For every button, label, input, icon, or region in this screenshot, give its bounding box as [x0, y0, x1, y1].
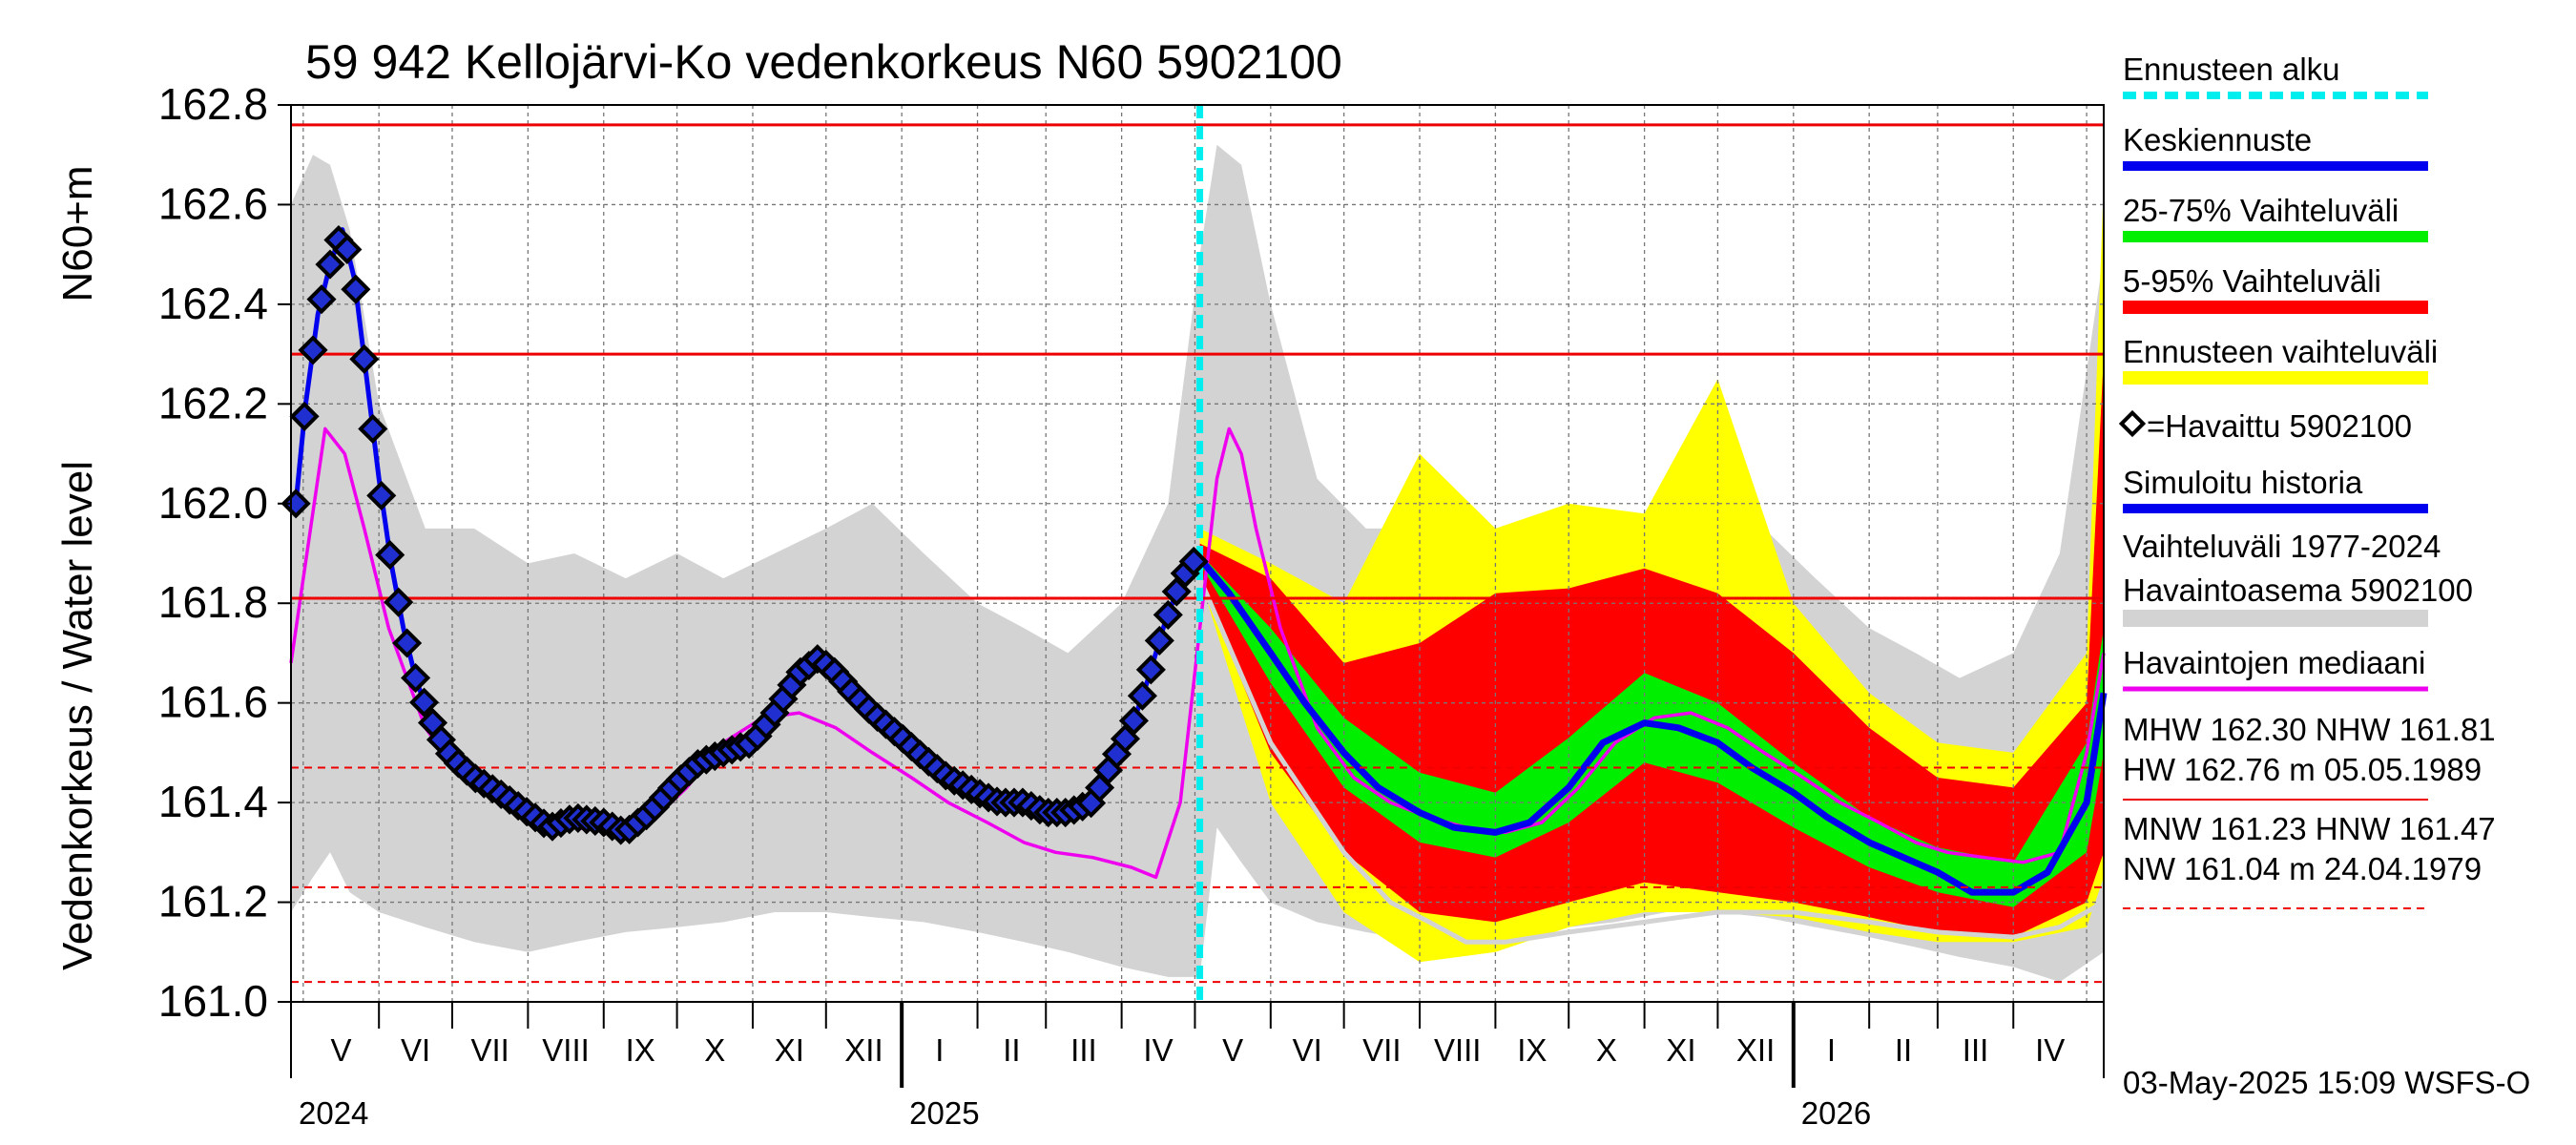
x-month-label: X — [1596, 1032, 1617, 1068]
legend-label: Ennusteen alku — [2123, 52, 2340, 87]
x-month-label: VI — [401, 1032, 430, 1068]
legend-label: 5-95% Vaihteluväli — [2123, 263, 2381, 299]
observed-marker — [1153, 599, 1183, 630]
y-tick-label: 162.8 — [158, 79, 268, 129]
legend-label: Vaihteluväli 1977-2024 — [2123, 529, 2441, 564]
observed-marker — [280, 489, 311, 519]
observed-marker — [1178, 546, 1209, 577]
observed-marker — [1135, 655, 1166, 685]
observed-marker — [1118, 705, 1149, 736]
observed-marker — [358, 413, 388, 445]
y-tick-label: 162.4 — [158, 279, 268, 328]
legend-label: Havaintojen mediaani — [2123, 645, 2425, 680]
chart-title: 59 942 Kellojärvi-Ko vedenkorkeus N60 59… — [305, 35, 1342, 89]
axes-layer: 161.0 161.2 161.4 161.6 161.8 162.0 162.2 162.4… — [158, 79, 2105, 1131]
legend-stats-line: HW 162.76 m 05.05.1989 — [2123, 752, 2482, 787]
observed-marker — [401, 662, 431, 694]
x-month-label: V — [1222, 1032, 1243, 1068]
legend-stats-line: MNW 161.23 HNW 161.47 — [2123, 811, 2496, 846]
y-axis-label: Vedenkorkeus / Water level — [54, 461, 101, 970]
y-tick-label: 162.0 — [158, 478, 268, 528]
x-month-label: VI — [1293, 1032, 1322, 1068]
x-month-label: V — [330, 1032, 351, 1068]
footer-timestamp: 03-May-2025 15:09 WSFS-O — [2123, 1065, 2530, 1100]
x-month-label: III — [1070, 1032, 1097, 1068]
y-tick-label: 162.6 — [158, 178, 268, 228]
observed-marker — [1144, 625, 1174, 656]
x-month-label: XI — [775, 1032, 804, 1068]
observed-marker — [375, 540, 405, 571]
x-year-label: 2025 — [909, 1095, 979, 1131]
x-month-label: IV — [1143, 1032, 1173, 1068]
legend-label: Keskiennuste — [2123, 122, 2312, 157]
y-tick-label: 161.4 — [158, 777, 268, 826]
x-month-label: X — [704, 1032, 725, 1068]
observed-marker — [341, 274, 371, 304]
observed-marker — [1127, 680, 1157, 711]
x-month-label: I — [1827, 1032, 1836, 1068]
observed-marker — [349, 344, 380, 374]
historical-min-trace — [1197, 577, 2106, 945]
observed-marker — [366, 480, 397, 510]
observed-marker — [384, 587, 414, 617]
x-month-label: VII — [1362, 1032, 1401, 1068]
legend-label: 25-75% Vaihteluväli — [2123, 193, 2399, 228]
x-month-label: IX — [1517, 1032, 1547, 1068]
observed-layer — [280, 224, 1209, 845]
x-month-label: XII — [844, 1032, 883, 1068]
y-tick-label: 161.8 — [158, 577, 268, 627]
legend-label: =Havaittu 5902100 — [2147, 408, 2412, 444]
y-axis-unit: N60+m — [54, 165, 101, 302]
observed-marker — [332, 234, 363, 265]
x-year-label: 2024 — [299, 1095, 368, 1131]
observed-marker — [289, 401, 320, 431]
legend-stats-line: MHW 162.30 NHW 161.81 — [2123, 712, 2496, 747]
legend: Ennusteen alku Keskiennuste 25-75% Vaihtel… — [2118, 52, 2496, 909]
y-tick-label: 161.6 — [158, 677, 268, 727]
x-month-label: III — [1963, 1032, 1989, 1068]
x-month-label: XII — [1736, 1032, 1775, 1068]
x-month-label: II — [1003, 1032, 1020, 1068]
x-month-label: IV — [2035, 1032, 2065, 1068]
x-month-label: XI — [1666, 1032, 1695, 1068]
x-month-label: VIII — [1434, 1032, 1482, 1068]
x-month-label: IX — [626, 1032, 655, 1068]
observed-marker — [315, 249, 345, 280]
observed-marker — [306, 284, 337, 315]
reference-lines-layer — [291, 105, 2104, 1002]
observed-marker — [392, 628, 423, 658]
legend-label: Ennusteen vaihteluväli — [2123, 334, 2438, 369]
legend-label: Havaintoasema 5902100 — [2123, 572, 2473, 608]
legend-observed-marker — [2118, 409, 2147, 438]
x-month-label: VIII — [542, 1032, 590, 1068]
x-month-label: VII — [471, 1032, 509, 1068]
y-tick-label: 161.0 — [158, 976, 268, 1026]
observed-marker — [298, 335, 328, 365]
y-tick-label: 161.2 — [158, 877, 268, 926]
observed-marker — [408, 687, 440, 718]
forecast-mean-line — [1196, 555, 2108, 896]
legend-label: Simuloitu historia — [2123, 465, 2363, 500]
x-month-label: II — [1895, 1032, 1912, 1068]
y-tick-label: 162.2 — [158, 378, 268, 427]
x-year-label: 2026 — [1801, 1095, 1871, 1131]
legend-stats-line: NW 161.04 m 24.04.1979 — [2123, 851, 2482, 886]
x-month-label: I — [935, 1032, 944, 1068]
plot-frame — [290, 104, 2105, 1003]
